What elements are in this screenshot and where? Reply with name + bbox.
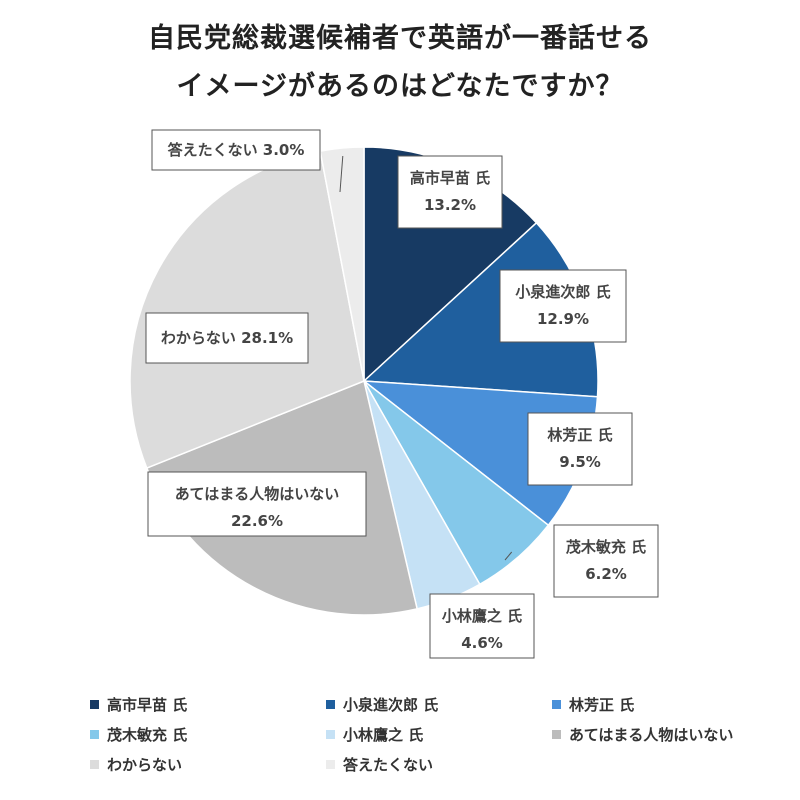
data-label-value: 22.6% — [231, 512, 283, 530]
data-label-value: 6.2% — [585, 565, 627, 583]
legend-label: あてはまる人物はいない — [569, 726, 734, 744]
legend-swatch — [326, 760, 335, 769]
legend-label: 答えたくない — [343, 756, 434, 774]
chart-title-line2: イメージがあるのはどなたですか？ — [176, 71, 624, 102]
legend-label: 小泉進次郎 氏 — [343, 696, 439, 714]
legend-label: 茂木敏充 氏 — [107, 726, 188, 744]
data-label-name: 答えたくない 3.0% — [168, 141, 305, 159]
legend-item: 小林鷹之 氏 — [326, 724, 423, 745]
data-label-box — [145, 312, 309, 364]
legend-item: 高市早苗 氏 — [90, 694, 187, 715]
legend-item: 茂木敏充 氏 — [90, 724, 187, 745]
leader-line — [504, 551, 513, 561]
legend-swatch — [326, 730, 335, 739]
legend-label: 林芳正 氏 — [569, 696, 635, 714]
data-label-value: 12.9% — [537, 310, 589, 328]
legend-item: わからない — [90, 754, 182, 775]
legend-label: わからない — [107, 756, 183, 774]
data-label-name: 林芳正 氏 — [547, 426, 612, 444]
chart-title-line1: 自民党総裁選候補者で英語が一番話せる — [148, 23, 652, 54]
data-label-box — [553, 524, 659, 598]
legend-item: あてはまる人物はいない — [552, 724, 733, 745]
legend-swatch — [552, 700, 561, 709]
data-label-box — [527, 412, 633, 486]
data-label-box — [499, 269, 627, 343]
data-label-name: 茂木敏充 氏 — [566, 538, 646, 556]
legend-swatch — [90, 730, 99, 739]
data-label-value: 9.5% — [559, 453, 601, 471]
data-label-value: 4.6% — [461, 634, 503, 652]
legend-item: 小泉進次郎 氏 — [326, 694, 438, 715]
legend-item: 答えたくない — [326, 754, 433, 775]
legend-swatch — [326, 700, 335, 709]
data-label-name: わからない 28.1% — [161, 329, 293, 347]
data-label-name: 高市早苗 氏 — [410, 169, 490, 187]
leader-line — [339, 155, 344, 193]
legend-swatch — [90, 760, 99, 769]
legend-label: 小林鷹之 氏 — [343, 726, 424, 744]
data-label-value: 13.2% — [424, 196, 476, 214]
data-label-box — [151, 129, 321, 171]
data-label-name: あてはまる人物はいない — [175, 485, 339, 503]
legend-item: 林芳正 氏 — [552, 694, 634, 715]
data-label-box — [147, 471, 367, 537]
data-label-box — [397, 155, 503, 229]
legend-label: 高市早苗 氏 — [107, 696, 188, 714]
data-label-name: 小泉進次郎 氏 — [515, 283, 610, 301]
data-label-name: 小林鷹之 氏 — [442, 607, 522, 625]
legend-swatch — [90, 700, 99, 709]
legend-swatch — [552, 730, 561, 739]
data-label-box — [429, 593, 535, 659]
